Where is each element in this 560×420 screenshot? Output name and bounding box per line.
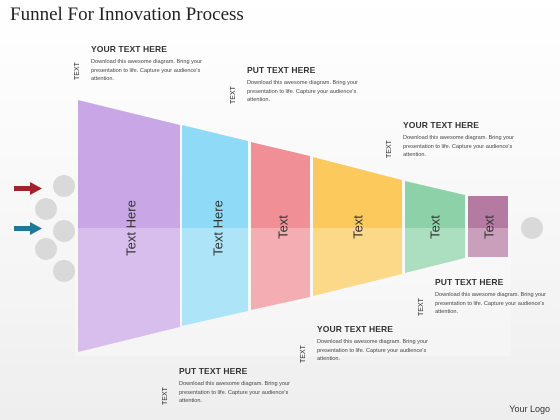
segment-label: Text Here: [123, 200, 139, 256]
funnel-segment-5: [405, 181, 465, 273]
callout-tag: TEXT: [74, 62, 81, 80]
callout-heading: PUT TEXT HERE: [435, 277, 504, 287]
callout-6: PUT TEXT HERE Download this awesome diag…: [179, 366, 291, 406]
input-circle-4: [35, 238, 57, 260]
callout-body: Download this awesome diagram. Bring you…: [91, 59, 202, 83]
callout-heading: PUT TEXT HERE: [179, 366, 248, 376]
funnel-segment-3: [251, 142, 310, 310]
callout-body: Download this awesome diagram. Bring you…: [403, 135, 514, 159]
callout-4: PUT TEXT HERE Download this awesome diag…: [435, 277, 547, 317]
callout-tag: TEXT: [230, 86, 237, 104]
segment-label: Text: [275, 215, 291, 239]
funnel-segment-1: [78, 100, 180, 352]
callout-tag: TEXT: [300, 345, 307, 363]
arrow-right-icon: [14, 182, 42, 195]
callout-2: PUT TEXT HERE Download this awesome diag…: [247, 65, 359, 105]
callout-5: YOUR TEXT HERE Download this awesome dia…: [317, 324, 429, 364]
input-circle-5: [53, 260, 75, 282]
callout-heading: YOUR TEXT HERE: [403, 120, 480, 130]
callout-heading: PUT TEXT HERE: [247, 65, 316, 75]
funnel-segment-4: [313, 157, 402, 296]
page-title: Funnel For Innovation Process: [10, 4, 244, 25]
callout-body: Download this awesome diagram. Bring you…: [247, 80, 358, 104]
callout-1: YOUR TEXT HERE Download this awesome dia…: [91, 44, 203, 84]
segment-label: Text: [427, 215, 443, 239]
segment-label: Text: [481, 215, 497, 239]
callout-3: YOUR TEXT HERE Download this awesome dia…: [403, 120, 515, 160]
funnel-gloss-overlay: [75, 228, 511, 356]
logo-text: Your Logo: [509, 404, 550, 414]
arrow-right-icon: [14, 222, 42, 235]
input-circle-2: [35, 198, 57, 220]
funnel-segment-6: [468, 196, 508, 257]
segment-label: Text Here: [210, 200, 226, 256]
output-circle: [521, 217, 543, 239]
callout-tag: TEXT: [386, 140, 393, 158]
callout-body: Download this awesome diagram. Bring you…: [435, 292, 546, 316]
callout-heading: YOUR TEXT HERE: [317, 324, 394, 334]
input-circle-1: [53, 175, 75, 197]
callout-tag: TEXT: [418, 298, 425, 316]
funnel-segment-2: [182, 125, 248, 326]
callout-tag: TEXT: [162, 387, 169, 405]
callout-body: Download this awesome diagram. Bring you…: [179, 381, 290, 405]
segment-label: Text: [350, 215, 366, 239]
input-circle-3: [53, 220, 75, 242]
callout-body: Download this awesome diagram. Bring you…: [317, 339, 428, 363]
callout-heading: YOUR TEXT HERE: [91, 44, 168, 54]
